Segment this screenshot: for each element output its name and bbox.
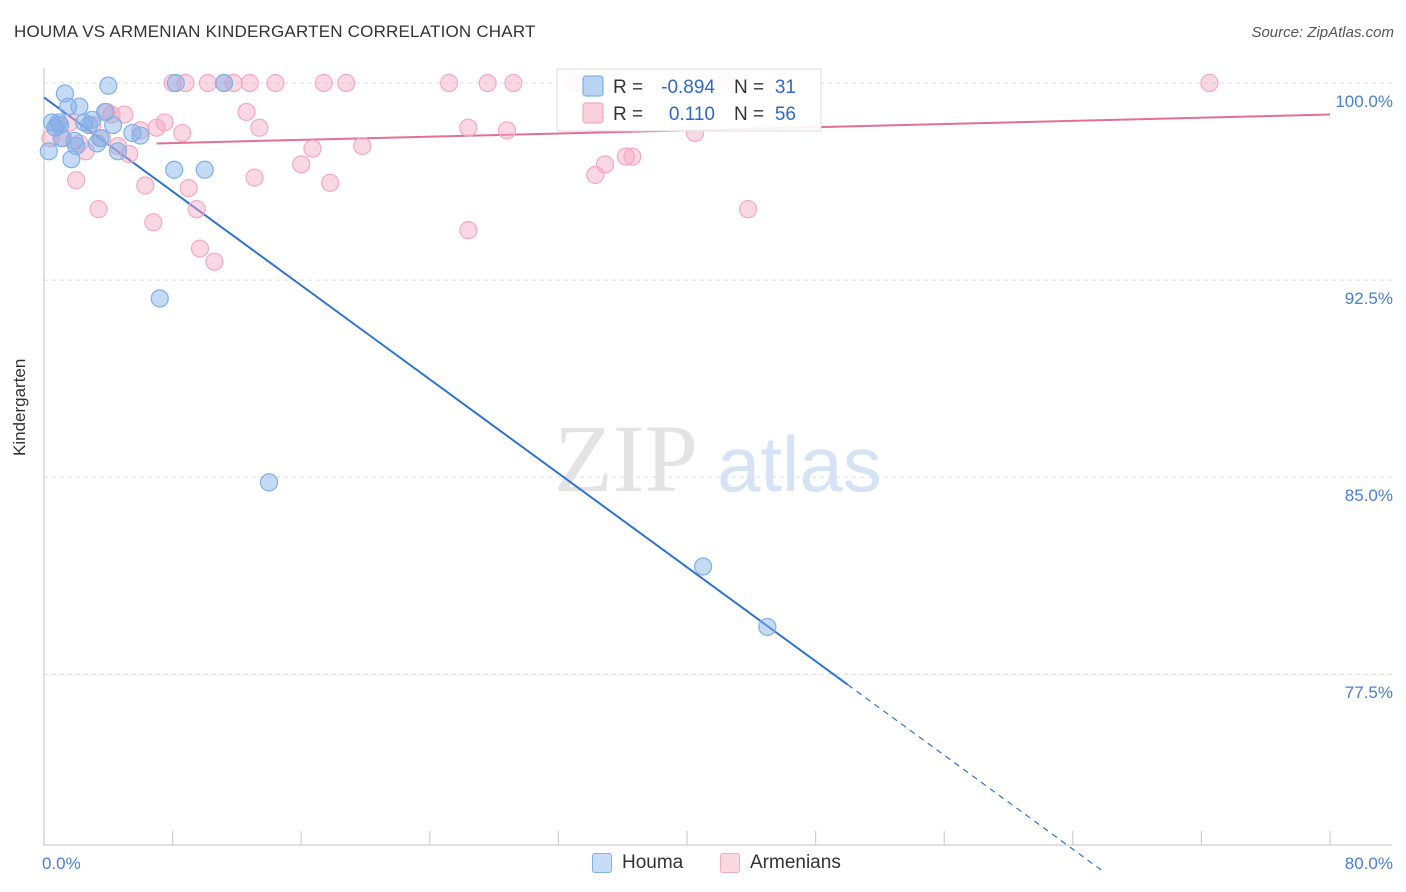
armenians-point: [478, 73, 497, 93]
legend-item-houma[interactable]: Houma: [592, 852, 683, 874]
armenians-point: [337, 73, 356, 93]
houma-point: [50, 115, 70, 135]
houma-point: [99, 76, 118, 95]
bottom-legend: Houma Armenians: [0, 852, 1406, 878]
armenians-point: [459, 118, 478, 137]
houma-r-value: -0.894: [661, 77, 715, 98]
armenians-point: [250, 118, 269, 137]
houma-point: [131, 126, 150, 145]
armenians-r-label: R =: [613, 104, 643, 125]
houma-point: [46, 118, 65, 137]
armenians-point: [616, 147, 636, 166]
armenians-point: [240, 73, 259, 93]
y-tick-label: 77.5%: [1345, 683, 1393, 702]
y-tick-labels: 77.5% 85.0% 92.5% 100.0%: [1335, 92, 1393, 702]
x-tick-label-max: 80.0%: [1345, 854, 1393, 873]
stats-legend: R = -0.894 N = 31 R = 0.110 N = 56: [556, 68, 822, 132]
houma-point: [39, 142, 58, 161]
armenians-point: [245, 168, 264, 187]
watermark-atlas: atlas: [717, 420, 882, 508]
y-tick-label: 100.0%: [1335, 92, 1393, 111]
legend-swatch-houma: [592, 853, 612, 873]
legend-label-armenians: Armenians: [750, 852, 841, 873]
armenians-point: [155, 113, 174, 132]
houma-point: [165, 160, 184, 179]
armenians-point: [144, 213, 163, 232]
y-tick-label: 85.0%: [1345, 486, 1393, 505]
houma-point: [758, 617, 777, 637]
chart-title: HOUMA VS ARMENIAN KINDERGARTEN CORRELATI…: [14, 22, 536, 41]
armenians-point: [179, 179, 198, 198]
houma-stats-swatch: [582, 75, 604, 97]
armenians-point: [115, 105, 134, 124]
legend-swatch-armenians: [720, 853, 740, 873]
armenians-point: [266, 73, 285, 93]
houma-n-value: 31: [775, 77, 796, 98]
armenians-point: [292, 155, 311, 174]
armenians-n-value: 56: [775, 104, 796, 125]
armenians-point: [190, 239, 210, 258]
armenians-point: [187, 200, 206, 219]
x-tick-label-min: 0.0%: [42, 854, 81, 873]
legend-label-houma: Houma: [622, 852, 684, 873]
houma-trend-line: [43, 96, 849, 686]
houma-point: [95, 102, 115, 122]
armenians-point: [173, 123, 192, 143]
houma-point: [70, 97, 89, 116]
axes: [43, 68, 1392, 846]
y-tick-label: 92.5%: [1345, 289, 1393, 308]
armenians-point: [1200, 73, 1219, 93]
armenians-point: [120, 144, 139, 164]
armenians-point: [237, 102, 256, 122]
armenians-point: [738, 200, 758, 219]
houma-point: [67, 136, 86, 156]
armenians-point: [205, 252, 224, 271]
armenians-point: [224, 73, 243, 93]
data-points: [39, 73, 1219, 637]
houma-point: [87, 134, 107, 153]
legend-item-armenians[interactable]: Armenians: [720, 852, 841, 874]
armenians-point: [497, 121, 517, 140]
houma-n-label: N =: [734, 77, 764, 98]
houma-point: [693, 557, 713, 576]
armenians-n-label: N =: [734, 104, 764, 125]
armenians-point: [504, 73, 523, 93]
houma-point: [195, 160, 214, 179]
armenians-point: [623, 147, 642, 166]
x-tick-labels: 0.0% 80.0%: [42, 854, 1393, 873]
armenians-point: [89, 200, 108, 219]
houma-point: [79, 115, 99, 135]
armenians-point: [595, 155, 615, 174]
armenians-point: [314, 73, 333, 93]
gridlines: [44, 82, 1392, 675]
houma-point: [108, 142, 128, 161]
watermark-zip: ZIP: [554, 405, 698, 512]
houma-point: [214, 73, 234, 93]
armenians-r-value: 0.110: [669, 104, 715, 125]
houma-point: [104, 115, 123, 135]
armenians-point: [303, 139, 322, 158]
houma-r-label: R =: [613, 77, 643, 98]
watermark: ZIP atlas: [554, 405, 882, 512]
source-label: Source: ZipAtlas.com: [1251, 24, 1394, 41]
armenians-point: [439, 73, 459, 93]
armenians-point: [321, 173, 340, 192]
houma-trend-extension: [847, 684, 1106, 874]
armenians-point: [198, 73, 218, 93]
armenians-stats-swatch: [582, 102, 604, 124]
armenians-point: [176, 73, 195, 93]
armenians-point: [67, 171, 86, 190]
armenians-point: [353, 136, 372, 156]
houma-point: [166, 73, 185, 93]
houma-point: [259, 473, 279, 492]
houma-point: [91, 129, 110, 148]
armenians-point: [136, 176, 155, 195]
houma-point: [150, 289, 169, 308]
armenians-point: [459, 221, 478, 240]
